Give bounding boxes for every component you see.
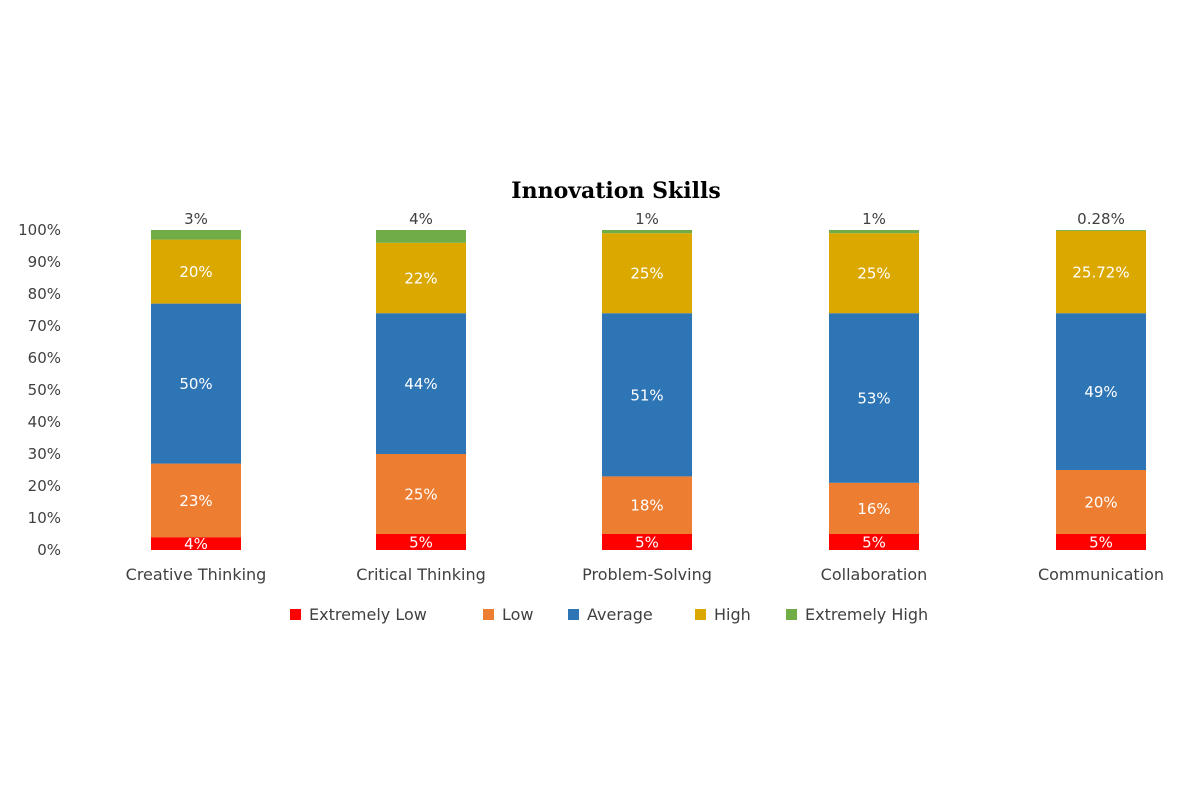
y-tick-label: 90% [28, 253, 61, 271]
data-label: 20% [1084, 494, 1117, 512]
bar-segment [1056, 313, 1146, 470]
bar-segment [1056, 534, 1146, 550]
y-tick-label: 100% [18, 221, 61, 239]
data-label: 50% [179, 375, 212, 393]
data-label: 4% [184, 535, 208, 553]
data-label: 25.72% [1072, 264, 1129, 282]
x-axis: Creative Thinking Critical Thinking Proble… [126, 565, 1164, 584]
legend-item: Extremely Low [290, 605, 427, 624]
data-label: 44% [404, 375, 437, 393]
data-label: 1% [862, 210, 886, 228]
legend-item: Low [483, 605, 534, 624]
data-label: 20% [179, 263, 212, 281]
bar-segment [602, 534, 692, 550]
legend-item: Extremely High [786, 605, 928, 624]
y-axis: 0% 10% 20% 30% 40% 50% 60% 70% 80% 90% 100% [18, 221, 61, 559]
x-category-label: Problem-Solving [582, 565, 712, 584]
bar-segment [151, 463, 241, 538]
data-label: 25% [857, 265, 890, 283]
bar-segment [151, 239, 241, 304]
bars: 4%23%50%20%3%5%25%44%22%4%5%18%51%25%1%5… [151, 210, 1146, 553]
bar-segment [602, 230, 692, 234]
data-label: 3% [184, 210, 208, 228]
bar-segment [151, 230, 241, 240]
bar-segment [602, 476, 692, 534]
y-tick-label: 80% [28, 285, 61, 303]
bar-segment [602, 313, 692, 477]
data-label: 16% [857, 500, 890, 518]
bar-segment [829, 313, 919, 483]
bar-segment [1056, 230, 1146, 314]
bar-segment [376, 534, 466, 550]
bar-stack: 5% 20% 49% 25.72% 0.28% [1056, 210, 1146, 552]
legend: Extremely Low Low Average High Extremely Hig… [290, 605, 928, 624]
bar-stack: 5% 25% 44% 22% 4% [376, 210, 466, 552]
bar-segment [376, 230, 466, 243]
y-tick-label: 70% [28, 317, 61, 335]
x-category-label: Communication [1038, 565, 1164, 584]
y-tick-label: 10% [28, 509, 61, 527]
legend-swatch [483, 609, 494, 620]
bar-stack: 4% 23% 50% 20% 3% [151, 210, 241, 553]
data-label: 49% [1084, 383, 1117, 401]
legend-label: Extremely Low [309, 605, 427, 624]
bar-segment [151, 303, 241, 464]
bar-segment [151, 537, 241, 550]
data-label: 5% [1089, 534, 1113, 552]
y-tick-label: 40% [28, 413, 61, 431]
legend-item: Average [568, 605, 653, 624]
bar-segment [829, 534, 919, 550]
y-tick-label: 60% [28, 349, 61, 367]
data-label: 5% [635, 534, 659, 552]
data-label: 22% [404, 270, 437, 288]
data-label: 53% [857, 390, 890, 408]
legend-label: High [714, 605, 751, 624]
bar-segment [829, 482, 919, 534]
legend-swatch [695, 609, 706, 620]
data-label: 4% [409, 210, 433, 228]
y-tick-label: 30% [28, 445, 61, 463]
y-tick-label: 20% [28, 477, 61, 495]
legend-label: Low [502, 605, 534, 624]
bar-segment [376, 454, 466, 534]
legend-swatch [290, 609, 301, 620]
data-label: 0.28% [1077, 210, 1125, 228]
data-label: 25% [630, 265, 663, 283]
bar-segment [376, 313, 466, 454]
legend-swatch [568, 609, 579, 620]
chart-title: Innovation Skills [511, 178, 720, 204]
bar-segment [829, 233, 919, 314]
data-label: 1% [635, 210, 659, 228]
data-label: 5% [409, 534, 433, 552]
legend-label: Extremely High [805, 605, 928, 624]
bar-stack: 5% 16% 53% 25% 1% [829, 210, 919, 552]
x-category-label: Creative Thinking [126, 565, 267, 584]
data-label: 25% [404, 486, 437, 504]
bar-segment [602, 233, 692, 314]
bar-segment [376, 242, 466, 314]
legend-label: Average [587, 605, 653, 624]
bar-segment [829, 230, 919, 234]
data-label: 5% [862, 534, 886, 552]
data-label: 51% [630, 386, 663, 404]
bar-segment [1056, 230, 1146, 231]
x-category-label: Critical Thinking [356, 565, 486, 584]
data-label: 23% [179, 492, 212, 510]
y-tick-label: 50% [28, 381, 61, 399]
y-tick-label: 0% [37, 541, 61, 559]
legend-swatch [786, 609, 797, 620]
bar-segment [1056, 470, 1146, 534]
legend-item: High [695, 605, 751, 624]
bar-stack: 5% 18% 51% 25% 1% [602, 210, 692, 552]
data-label: 18% [630, 497, 663, 515]
x-category-label: Collaboration [821, 565, 928, 584]
